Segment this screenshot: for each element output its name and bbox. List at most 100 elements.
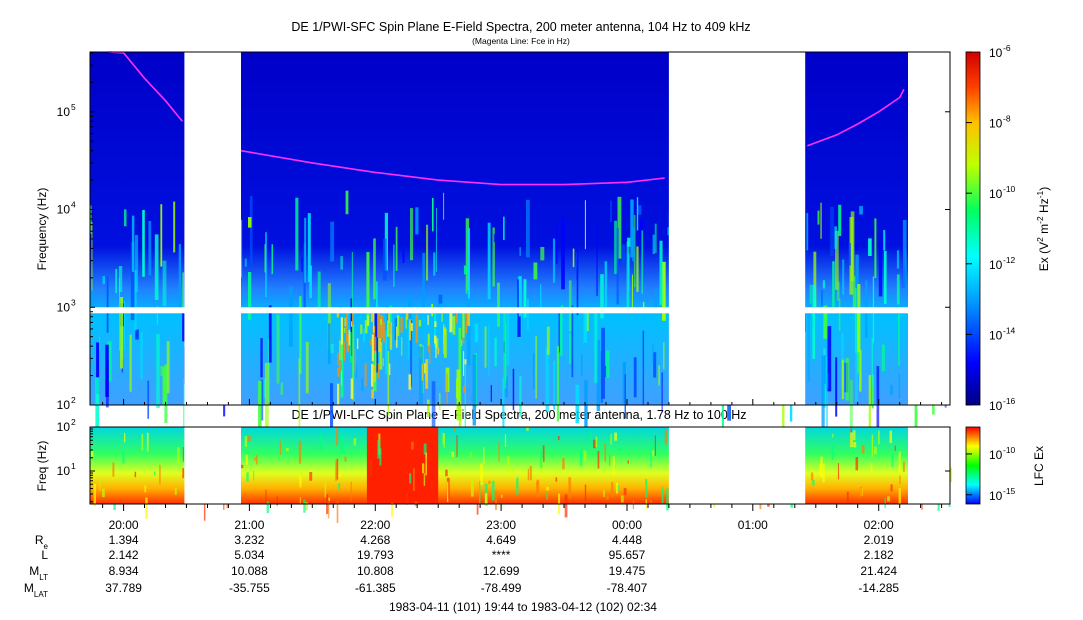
lfc-intense-region: [366, 427, 439, 504]
sfc-texture-streak: [401, 337, 403, 356]
sfc-texture-streak: [264, 362, 269, 440]
sfc-texture-streak: [585, 308, 589, 331]
sfc-texture-streak: [463, 265, 467, 275]
ephemeris-row-label: Re: [35, 533, 49, 551]
sfc-texture-streak: [914, 380, 918, 442]
sfc-texture-streak: [350, 298, 353, 356]
lfc-texture-streak: [661, 487, 664, 504]
sfc-texture-streak: [487, 222, 491, 300]
sfc-texture-streak: [849, 217, 854, 295]
sfc-texture-streak: [661, 372, 663, 413]
sfc-texture-streak: [583, 309, 587, 343]
sfc-texture-streak: [642, 301, 645, 313]
fce-line-segment: [807, 88, 905, 147]
lfc-texture-streak: [425, 452, 427, 476]
lfc-texture-streak: [350, 481, 352, 501]
sfc-texture-streak: [523, 279, 527, 318]
sfc-texture-streak: [361, 378, 364, 391]
sfc-texture-streak: [812, 285, 815, 359]
lfc-texture-streak: [604, 443, 607, 462]
sfc-colorbar-label: Ex (V2 m-2 Hz-1): [1035, 187, 1051, 272]
lfc-texture-streak: [627, 460, 629, 464]
sfc-texture-streak: [603, 365, 607, 378]
sfc-texture-streak: [90, 205, 92, 234]
lfc-texture-streak: [623, 488, 627, 496]
sfc-texture-streak: [636, 197, 639, 231]
sfc-texture-streak: [370, 313, 374, 323]
lfc-texture-streak: [265, 489, 267, 504]
sfc-texture-streak: [443, 328, 447, 358]
sfc-texture-streak: [118, 266, 123, 293]
fce-line-segment: [108, 51, 183, 122]
ephemeris-value: 2.182: [864, 548, 894, 562]
lfc-texture-streak: [279, 440, 281, 455]
sfc-texture-streak: [350, 378, 353, 399]
sfc-texture-streak: [540, 284, 542, 313]
colorbar-tick-label-exponent: -6: [1003, 43, 1011, 53]
sfc-texture-streak: [604, 261, 608, 308]
sfc-texture-streak: [527, 298, 529, 331]
sfc-heatmap: [90, 52, 950, 449]
sfc-texture-streak: [871, 337, 873, 388]
y-tick-label: 10: [57, 464, 71, 478]
sfc-texture-streak: [836, 281, 840, 301]
ephemeris-table: Re 1.394 3.232 4.268 4.649 4.448 2.019 L 2.142 5.…: [24, 533, 899, 599]
lfc-texture-streak: [516, 477, 519, 495]
sfc-texture-streak: [345, 190, 349, 215]
lfc-texture-streak: [529, 466, 532, 481]
sfc-texture-streak: [248, 217, 252, 228]
lfc-texture-streak: [299, 497, 301, 505]
sfc-texture-streak: [119, 277, 120, 351]
sfc-texture-streak: [352, 307, 354, 326]
lfc-texture-streak: [937, 498, 940, 511]
lfc-texture-streak: [831, 444, 834, 460]
sfc-texture-streak: [389, 363, 391, 376]
sfc-texture-streak: [553, 360, 555, 410]
lfc-texture-streak: [99, 479, 101, 491]
colorbar-tick-label: 10: [989, 489, 1003, 503]
sfc-texture-streak: [841, 359, 844, 400]
lfc-texture-streak: [822, 463, 825, 483]
sfc-texture-streak: [244, 258, 247, 267]
lfc-texture-streak: [501, 494, 503, 499]
sfc-texture-streak: [298, 358, 301, 427]
sfc-texture-streak: [382, 358, 384, 367]
sfc-texture-streak: [182, 272, 184, 317]
sfc-texture-streak: [351, 252, 353, 314]
sfc-texture-streak: [382, 322, 385, 343]
sfc-texture-streak: [371, 363, 374, 387]
sfc-texture-streak: [452, 316, 456, 335]
sfc-texture-streak: [385, 330, 387, 375]
lfc-texture-streak: [411, 441, 414, 450]
sfc-texture-streak: [456, 369, 461, 421]
lfc-texture-streak: [526, 427, 529, 431]
sfc-texture-streak: [327, 283, 331, 350]
lfc-texture-streak: [612, 456, 615, 475]
sfc-texture-streak: [526, 199, 530, 258]
ephemeris-row-label: MLAT: [24, 581, 48, 599]
sfc-texture-streak: [652, 344, 654, 363]
sfc-texture-streak: [854, 288, 857, 353]
lfc-y-label: Freq (Hz): [35, 441, 49, 492]
lfc-texture-streak: [555, 477, 558, 482]
sfc-texture-streak: [838, 204, 842, 236]
sfc-texture-streak: [249, 196, 253, 267]
sfc-texture-streak: [348, 329, 351, 346]
sfc-texture-streak: [842, 259, 845, 295]
sfc-texture-streak: [639, 220, 643, 239]
sfc-texture-streak: [890, 384, 893, 396]
sfc-texture-streak: [340, 370, 342, 386]
sfc-texture-streak: [340, 317, 343, 345]
sfc-texture-streak: [166, 341, 170, 394]
lfc-texture-streak: [102, 488, 105, 498]
lfc-texture-streak: [557, 436, 560, 441]
lfc-texture-streak: [611, 482, 614, 498]
sfc-texture-streak: [859, 206, 863, 215]
lfc-texture-streak: [853, 442, 857, 448]
sfc-texture-streak: [494, 337, 497, 367]
ephemeris-value: 37.789: [105, 581, 142, 595]
lfc-texture-streak: [244, 436, 248, 447]
sfc-texture-streak: [131, 215, 135, 272]
sfc-texture-streak: [393, 244, 395, 287]
